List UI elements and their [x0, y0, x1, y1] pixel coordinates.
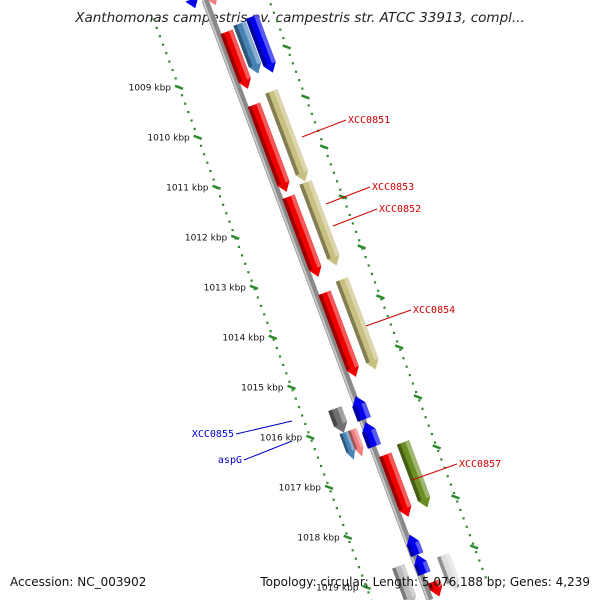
gene-feature[interactable] — [282, 194, 324, 280]
gene-feature[interactable] — [233, 21, 264, 76]
scale-tick-label: 1017 kbp — [279, 483, 322, 493]
gene-label[interactable]: XCC0853 — [372, 182, 414, 193]
gene-feature[interactable] — [349, 394, 371, 422]
scale-tick-label: 1010 kbp — [147, 133, 190, 143]
gene-feature[interactable] — [245, 14, 279, 75]
map-title: Xanthomonas campestris pv. campestris st… — [75, 10, 525, 26]
gene-label[interactable]: aspG — [218, 455, 242, 466]
scale-tick-label: 1015 kbp — [241, 383, 284, 393]
accession-text: Accession: NC_003902 — [10, 575, 147, 589]
scale-tick-label: 1012 kbp — [185, 233, 228, 243]
gene-label[interactable]: XCC0852 — [379, 204, 421, 215]
gene-labels: XCC0851 XCC0853 XCC0852 XCC0854 XCC0855 aspG X… — [192, 115, 501, 481]
gene-feature[interactable] — [411, 552, 431, 576]
backbone — [201, 0, 434, 600]
gene-feature[interactable] — [392, 564, 419, 600]
gene-label[interactable]: XCC0851 — [348, 115, 390, 126]
gene-feature[interactable] — [328, 406, 350, 435]
gene-feature[interactable] — [247, 102, 293, 195]
scale-tick-label: 1009 kbp — [129, 83, 172, 93]
gene-feature[interactable] — [396, 440, 434, 510]
scale-tick-label: 1013 kbp — [204, 283, 247, 293]
gene-feature[interactable] — [299, 180, 342, 268]
gene-feature[interactable] — [318, 290, 362, 380]
scale-tick-label: 1011 kbp — [166, 183, 209, 193]
gene-feature[interactable] — [265, 89, 311, 184]
gene-feature[interactable] — [437, 552, 462, 593]
gene-label[interactable]: XCC0855 — [192, 429, 234, 440]
scale-tick-label: 1019 kbp — [316, 583, 359, 593]
gene-feature[interactable] — [379, 452, 414, 520]
gene-feature[interactable] — [204, 0, 222, 7]
gene-label[interactable]: XCC0857 — [459, 459, 501, 470]
gene-feature[interactable] — [339, 431, 359, 461]
scale-tick-label: 1018 kbp — [297, 533, 340, 543]
scale-tick-label: 1014 kbp — [222, 333, 265, 343]
scale-ticks: 1009 kbp 1010 kbp 1011 kbp 1012 kbp 1013 kbp… — [129, 44, 479, 593]
gene-feature[interactable] — [427, 579, 446, 599]
tick-dots — [152, 3, 487, 600]
gene-feature[interactable] — [185, 0, 202, 10]
gene-feature[interactable] — [404, 532, 424, 557]
gene-feature[interactable] — [347, 427, 367, 458]
scale-tick-label: 1016 kbp — [260, 433, 303, 443]
gene-features[interactable] — [185, 0, 463, 600]
gene-label[interactable]: XCC0854 — [413, 305, 455, 316]
gene-feature[interactable] — [220, 29, 254, 92]
gene-feature[interactable] — [359, 420, 382, 449]
gene-feature[interactable] — [335, 277, 382, 372]
genome-summary-text: Topology: circular; Length: 5,076,188 bp… — [260, 575, 590, 589]
